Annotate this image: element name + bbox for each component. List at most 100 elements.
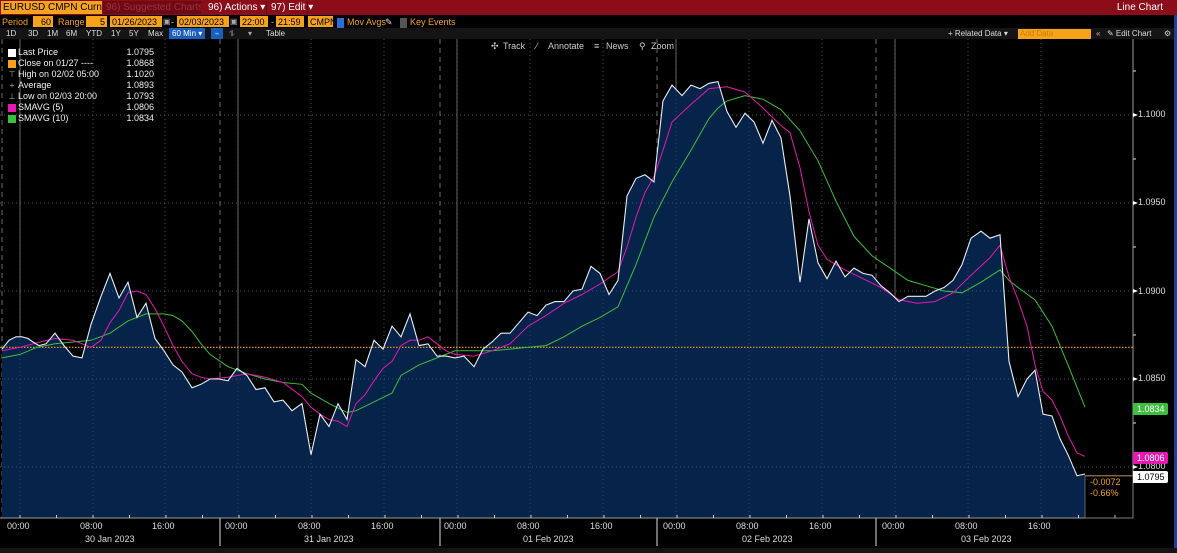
news-button[interactable]: News xyxy=(606,41,629,51)
date-label: 03 Feb 2023 xyxy=(961,534,1012,544)
edit-chart-button[interactable]: ✎ Edit Chart xyxy=(1107,29,1152,38)
y-tick-label: 1.0950 xyxy=(1138,197,1166,207)
title-bar: EURUSD CMPN Curncy 96) Suggested Charts … xyxy=(0,0,1177,15)
legend-average[interactable]: + Average 1.0893 xyxy=(9,80,154,90)
end-time-input[interactable]: 21:59 xyxy=(276,16,304,27)
close-swatch xyxy=(8,60,16,68)
x-tick-label: 16:00 xyxy=(371,521,394,531)
source-input[interactable]: CMPN xyxy=(308,16,337,27)
legend-close[interactable]: Close on 01/27 ---- 1.0868 xyxy=(6,58,154,69)
smavg10-value-badge: 1.0834 xyxy=(1133,403,1168,415)
x-tick-label: 00:00 xyxy=(882,521,905,531)
pencil-icon[interactable]: ✎ xyxy=(385,17,393,27)
mov-avgs-label: Mov Avgs xyxy=(347,17,386,27)
start-time-input[interactable]: 22:00 xyxy=(240,16,268,27)
y-tick-label: 1.1000 xyxy=(1138,109,1166,119)
period-label: Period xyxy=(2,17,29,27)
x-tick-label: 16:00 xyxy=(590,521,613,531)
annotate-button[interactable]: Annotate xyxy=(548,41,585,51)
last-price-badge: 1.0795 xyxy=(1133,471,1168,483)
legend-high[interactable]: ⊤ High on 02/02 05:00 1.1020 xyxy=(8,69,154,79)
legend-low[interactable]: ⊥ Low on 02/03 20:00 1.0793 xyxy=(8,91,154,101)
collapse-button[interactable]: « xyxy=(1096,29,1101,38)
chart-style-dropdown[interactable]: ▾ xyxy=(248,29,253,38)
range-5y[interactable]: 5Y xyxy=(129,29,139,38)
interval-dropdown[interactable]: 60 Min ▾ xyxy=(169,28,206,39)
time-separator: - xyxy=(271,17,274,27)
ticker-field[interactable]: EURUSD CMPN Curncy xyxy=(1,1,102,14)
smavg5-value-badge: 1.0806 xyxy=(1133,452,1168,464)
last-price-line xyxy=(1,80,1086,477)
range-6m[interactable]: 6M xyxy=(66,29,78,38)
related-data-button[interactable]: + Related Data ▾ xyxy=(948,29,1008,38)
y-tick-label: 1.0800 xyxy=(1138,461,1166,471)
table-button[interactable]: Table xyxy=(266,29,286,38)
chart-legend: Last Price 1.0795 Close on 01/27 ---- 1.… xyxy=(6,47,154,124)
news-icon[interactable]: ≡ xyxy=(594,41,600,51)
key-events-checkbox[interactable] xyxy=(400,18,407,29)
settings-gear-icon[interactable]: ⚙ xyxy=(1164,29,1172,38)
status-bar xyxy=(0,548,1177,553)
last-price-swatch xyxy=(8,49,16,57)
legend-smavg-10[interactable]: SMAVG (10) 1.0834 xyxy=(6,113,154,124)
legend-last-price[interactable]: Last Price 1.0795 xyxy=(6,47,154,58)
x-tick-label: 00:00 xyxy=(225,521,248,531)
x-tick-label: 00:00 xyxy=(663,521,686,531)
mov-avgs-checkbox[interactable] xyxy=(337,18,344,29)
x-tick-label: 16:00 xyxy=(1028,521,1051,531)
x-tick-label: 08:00 xyxy=(736,521,759,531)
calendar-icon[interactable]: ▣ xyxy=(163,17,171,26)
range-max[interactable]: Max xyxy=(148,29,164,38)
low-marker-icon: ⊥ xyxy=(8,92,16,101)
range-1d[interactable]: 1D xyxy=(6,29,17,38)
zoom-icon[interactable]: ⚲ xyxy=(639,41,646,51)
date-label: 31 Jan 2023 xyxy=(304,534,354,544)
track-icon[interactable]: ✣ xyxy=(491,41,499,51)
x-tick-label: 08:00 xyxy=(517,521,540,531)
price-chart[interactable] xyxy=(0,39,1177,548)
x-tick-label: 16:00 xyxy=(809,521,832,531)
x-tick-label: 08:00 xyxy=(80,521,103,531)
key-events-label: Key Events xyxy=(410,17,456,27)
start-date-input[interactable]: 01/26/2023 xyxy=(110,16,162,27)
chart-type-label: Line Chart xyxy=(1116,2,1163,13)
parameter-bar: Period 60 Range 5 01/26/2023 ▣ - 02/03/2… xyxy=(0,16,1177,29)
range-3d[interactable]: 3D xyxy=(28,29,39,38)
smavg5-swatch xyxy=(8,104,16,112)
high-marker-icon: ⊤ xyxy=(8,70,16,79)
range-1m[interactable]: 1M xyxy=(47,29,59,38)
annotate-icon[interactable]: ∕ xyxy=(536,41,538,51)
date-separator: - xyxy=(171,17,174,27)
calendar-icon[interactable]: ▣ xyxy=(230,17,238,26)
window-border xyxy=(1174,15,1177,548)
range-1y[interactable]: 1Y xyxy=(111,29,121,38)
y-tick-label: 1.0900 xyxy=(1138,286,1166,296)
actions-menu[interactable]: 96) Actions ▾ xyxy=(205,1,267,14)
x-tick-label: 08:00 xyxy=(298,521,321,531)
y-tick-label: 1.0850 xyxy=(1138,373,1166,383)
change-percent: -0.66% xyxy=(1090,488,1119,498)
edit-menu[interactable]: 97) Edit ▾ xyxy=(268,1,313,14)
zoom-button[interactable]: Zoom xyxy=(651,41,675,51)
average-marker-icon: + xyxy=(9,81,15,90)
chart-tools: ✣ Track ∕ Annotate ≡ News ⚲ Zoom xyxy=(0,39,1177,54)
x-tick-label: 08:00 xyxy=(955,521,978,531)
range-input[interactable]: 5 xyxy=(86,16,107,27)
last-price-area xyxy=(2,81,1085,518)
period-input[interactable]: 60 xyxy=(33,16,53,27)
range-bar: 1D 3D 1M 6M YTD 1Y 5Y Max 60 Min ▾ ⌁ ⥮ ▾… xyxy=(0,28,1177,39)
date-label: 30 Jan 2023 xyxy=(85,534,135,544)
date-label: 01 Feb 2023 xyxy=(523,534,574,544)
end-date-input[interactable]: 02/03/2023 xyxy=(177,16,229,27)
suggested-charts-button[interactable]: 96) Suggested Charts xyxy=(103,1,201,14)
add-data-input[interactable]: Add Data xyxy=(1018,29,1091,39)
line-chart-icon[interactable]: ⌁ xyxy=(211,28,223,39)
range-label: Range xyxy=(58,17,85,27)
x-tick-label: 00:00 xyxy=(444,521,467,531)
bar-chart-icon[interactable]: ⥮ xyxy=(229,29,235,38)
track-button[interactable]: Track xyxy=(503,41,526,51)
smavg10-swatch xyxy=(8,115,16,123)
x-tick-label: 16:00 xyxy=(152,521,175,531)
legend-smavg-5[interactable]: SMAVG (5) 1.0806 xyxy=(6,102,154,113)
range-ytd[interactable]: YTD xyxy=(86,29,102,38)
